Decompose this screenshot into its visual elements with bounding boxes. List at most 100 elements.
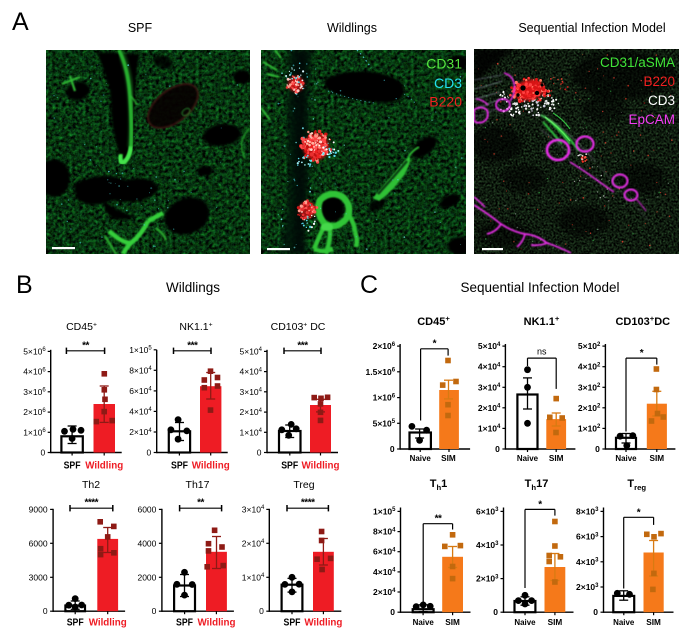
svg-text:CD3: CD3 bbox=[648, 93, 675, 108]
svg-text:4×102: 4×102 bbox=[578, 362, 601, 372]
svg-text:Th2: Th2 bbox=[82, 479, 100, 491]
svg-text:Wildling: Wildling bbox=[89, 618, 127, 629]
svg-text:3000: 3000 bbox=[29, 572, 48, 582]
svg-text:1×105: 1×105 bbox=[373, 506, 396, 516]
svg-text:1×104: 1×104 bbox=[242, 572, 265, 582]
svg-text:Wildling: Wildling bbox=[302, 461, 340, 472]
svg-text:CD45+: CD45+ bbox=[66, 321, 97, 333]
svg-text:2×104: 2×104 bbox=[240, 407, 263, 417]
svg-text:0: 0 bbox=[152, 606, 157, 616]
svg-text:2×104: 2×104 bbox=[373, 587, 396, 597]
svg-text:NK1.1+: NK1.1+ bbox=[179, 321, 212, 333]
svg-text:NK1.1+: NK1.1+ bbox=[524, 314, 560, 328]
svg-text:SIM: SIM bbox=[548, 618, 563, 627]
svg-text:1×102: 1×102 bbox=[578, 423, 601, 433]
svg-text:Naive: Naive bbox=[514, 618, 536, 627]
svg-text:C: C bbox=[360, 271, 378, 299]
svg-text:Wildlings: Wildlings bbox=[166, 280, 220, 295]
svg-text:2×104: 2×104 bbox=[129, 427, 152, 437]
svg-text:2×102: 2×102 bbox=[578, 403, 601, 413]
svg-text:Naive: Naive bbox=[615, 454, 637, 463]
svg-text:SPF: SPF bbox=[128, 21, 153, 35]
svg-text:4×104: 4×104 bbox=[129, 406, 152, 416]
svg-text:4×106: 4×106 bbox=[23, 367, 46, 377]
svg-text:****: **** bbox=[85, 498, 99, 509]
svg-text:CD45+: CD45+ bbox=[417, 314, 450, 328]
svg-text:B220: B220 bbox=[643, 74, 675, 89]
svg-text:Naive: Naive bbox=[410, 454, 432, 463]
svg-text:4×104: 4×104 bbox=[240, 367, 263, 377]
svg-text:EpCAM: EpCAM bbox=[628, 112, 675, 127]
svg-text:4×103: 4×103 bbox=[576, 557, 599, 567]
svg-text:B220: B220 bbox=[429, 94, 462, 110]
svg-text:CD31/aSMA: CD31/aSMA bbox=[600, 55, 675, 70]
svg-text:SPF: SPF bbox=[67, 618, 84, 629]
svg-text:5×105: 5×105 bbox=[373, 418, 396, 428]
svg-text:2×104: 2×104 bbox=[242, 538, 265, 548]
svg-text:3×102: 3×102 bbox=[578, 382, 601, 392]
svg-text:Sequential Infection Model: Sequential Infection Model bbox=[460, 280, 619, 295]
svg-text:5×104: 5×104 bbox=[240, 346, 263, 356]
svg-text:Wildling: Wildling bbox=[304, 618, 342, 629]
svg-text:A: A bbox=[12, 8, 29, 36]
svg-text:3×104: 3×104 bbox=[478, 382, 501, 392]
svg-text:8×104: 8×104 bbox=[373, 527, 396, 537]
svg-text:SPF: SPF bbox=[176, 618, 193, 629]
svg-text:1×106: 1×106 bbox=[23, 427, 46, 437]
svg-text:Wildlings: Wildlings bbox=[327, 21, 377, 35]
svg-text:Naive: Naive bbox=[517, 454, 539, 463]
svg-text:**: ** bbox=[197, 498, 204, 509]
svg-text:SPF: SPF bbox=[281, 461, 298, 472]
svg-text:8×104: 8×104 bbox=[129, 365, 152, 375]
svg-text:0: 0 bbox=[259, 606, 264, 616]
svg-text:Wildling: Wildling bbox=[198, 618, 236, 629]
svg-text:6000: 6000 bbox=[137, 504, 156, 514]
svg-text:4×104: 4×104 bbox=[478, 362, 501, 372]
svg-text:2×106: 2×106 bbox=[373, 341, 396, 351]
svg-text:Wildling: Wildling bbox=[192, 461, 230, 472]
svg-text:SIM: SIM bbox=[445, 618, 460, 627]
svg-text:0: 0 bbox=[495, 444, 500, 454]
svg-text:CD31: CD31 bbox=[426, 56, 462, 72]
svg-text:Wildling: Wildling bbox=[85, 461, 123, 472]
svg-text:6×103: 6×103 bbox=[576, 532, 599, 542]
svg-text:0: 0 bbox=[257, 448, 262, 458]
svg-text:5×104: 5×104 bbox=[478, 341, 501, 351]
svg-text:1×104: 1×104 bbox=[240, 427, 263, 437]
svg-text:SIM: SIM bbox=[646, 618, 661, 627]
svg-text:SIM: SIM bbox=[650, 454, 665, 463]
svg-text:***: *** bbox=[297, 340, 308, 351]
svg-text:4000: 4000 bbox=[137, 538, 156, 548]
svg-text:CD3: CD3 bbox=[434, 75, 462, 91]
svg-text:1×105: 1×105 bbox=[129, 345, 152, 355]
svg-text:Naive: Naive bbox=[613, 618, 635, 627]
svg-text:SIM: SIM bbox=[549, 454, 564, 463]
svg-text:0: 0 bbox=[146, 448, 151, 458]
svg-text:*: * bbox=[637, 508, 641, 519]
svg-text:2×103: 2×103 bbox=[476, 574, 499, 584]
svg-text:8×103: 8×103 bbox=[576, 506, 599, 516]
svg-text:**: ** bbox=[82, 340, 89, 351]
svg-text:Th1: Th1 bbox=[430, 478, 448, 492]
svg-text:**: ** bbox=[435, 514, 442, 525]
svg-text:0: 0 bbox=[593, 607, 598, 617]
svg-text:0: 0 bbox=[595, 444, 600, 454]
svg-text:Treg: Treg bbox=[293, 479, 314, 491]
svg-text:0: 0 bbox=[493, 607, 498, 617]
svg-text:B: B bbox=[16, 271, 33, 299]
svg-text:6000: 6000 bbox=[29, 538, 48, 548]
svg-text:2×103: 2×103 bbox=[576, 582, 599, 592]
svg-text:1×104: 1×104 bbox=[478, 423, 501, 433]
svg-text:***: *** bbox=[187, 340, 198, 351]
svg-text:0: 0 bbox=[390, 607, 395, 617]
svg-text:*: * bbox=[640, 348, 644, 359]
svg-text:2×106: 2×106 bbox=[23, 407, 46, 417]
svg-text:Th17: Th17 bbox=[186, 479, 210, 491]
svg-text:*: * bbox=[433, 339, 437, 350]
svg-text:Treg: Treg bbox=[627, 478, 646, 492]
svg-text:4×103: 4×103 bbox=[476, 540, 499, 550]
svg-text:Th17: Th17 bbox=[525, 478, 549, 492]
svg-text:SIM: SIM bbox=[441, 454, 456, 463]
svg-text:Sequential Infection Model: Sequential Infection Model bbox=[518, 21, 665, 35]
svg-text:3×106: 3×106 bbox=[23, 387, 46, 397]
